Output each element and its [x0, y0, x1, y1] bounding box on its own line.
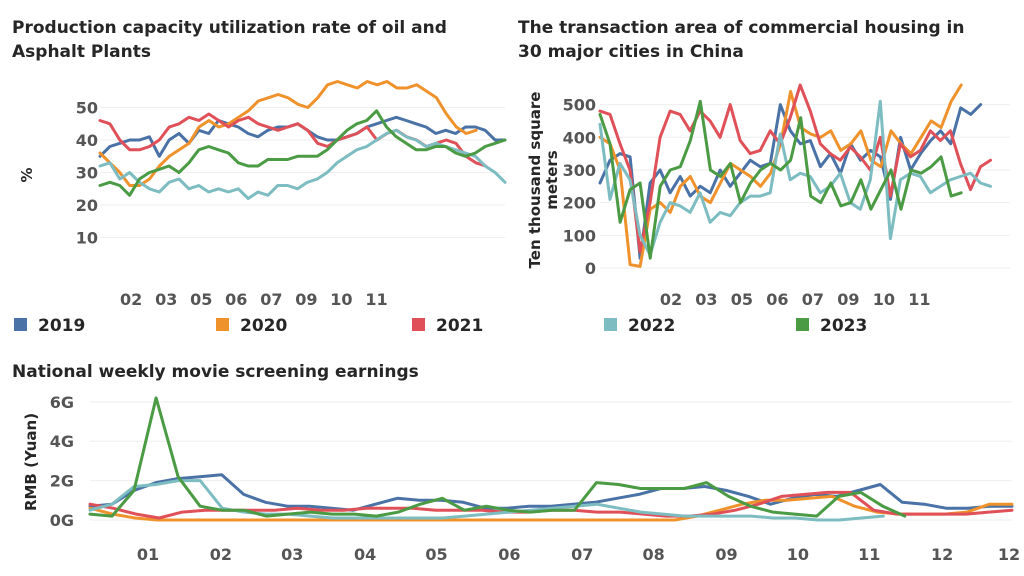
- housing-y-tick-label: 500: [563, 96, 596, 115]
- oil-x-tick-label: 07: [260, 290, 282, 309]
- legend-swatch-2020: [216, 318, 229, 331]
- oil-y-tick-label: 50: [76, 99, 98, 118]
- movie-series-line-2020: [88, 494, 1014, 522]
- movie-series-line-2019: [88, 473, 1014, 512]
- legend-label-2022: 2022: [628, 316, 675, 336]
- oil-series-line-2020: [98, 80, 478, 187]
- oil-x-tick-label: 06: [225, 290, 247, 309]
- housing-y-tick-label: 300: [563, 161, 596, 180]
- movie-series-line-2022: [88, 479, 885, 522]
- movie-y-tick-label: 2G: [50, 472, 74, 491]
- oil-x-tick-label: 11: [365, 290, 387, 309]
- oil-y-tick-label: 20: [76, 196, 98, 215]
- housing-x-tick-label: 06: [766, 290, 788, 309]
- housing-series-line-2021: [598, 83, 992, 254]
- oil-x-tick-label: 03: [155, 290, 177, 309]
- legend-swatch-2022: [604, 318, 617, 331]
- oil-y-tick-label: 10: [76, 229, 98, 248]
- oil-x-tick-label: 05: [190, 290, 212, 309]
- oil-y-tick-label: 40: [76, 131, 98, 150]
- housing-chart-title: The transaction area of commercial housi…: [518, 18, 965, 38]
- housing-x-tick-label: 03: [695, 290, 717, 309]
- oil-x-tick-label: 09: [295, 290, 317, 309]
- housing-y-tick-label: 0: [585, 259, 596, 278]
- movie-x-tick-label: 10: [787, 545, 809, 564]
- housing-x-tick-label: 07: [802, 290, 824, 309]
- oil-x-tick-label: 10: [330, 290, 352, 309]
- oil-chart-title: Production capacity utilization rate of …: [12, 18, 447, 38]
- movie-x-tick-label: 03: [281, 545, 303, 564]
- housing-x-tick-label: 10: [873, 290, 895, 309]
- housing-series-line-2022: [598, 99, 992, 257]
- movie-x-tick-label: 05: [425, 545, 447, 564]
- oil-chart: Production capacity utilization rate of …: [12, 18, 507, 309]
- oil-y-axis-label: %: [18, 167, 36, 182]
- housing-y-tick-label: 200: [563, 194, 596, 213]
- movie-x-tick-label: 02: [210, 545, 232, 564]
- movie-x-tick-label: 12: [998, 545, 1020, 564]
- movie-y-tick-label: 0G: [50, 511, 74, 530]
- legend-label-2023: 2023: [820, 316, 867, 336]
- movie-x-tick-label: 06: [498, 545, 520, 564]
- housing-x-tick-label: 11: [908, 290, 930, 309]
- oil-series-line-2023: [98, 109, 507, 197]
- housing-chart-title: 30 major cities in China: [518, 42, 744, 62]
- legend: 2019 2020 2021 2022 2023: [14, 316, 867, 336]
- movie-y-tick-label: 6G: [50, 393, 74, 412]
- movie-x-tick-label: 08: [642, 545, 664, 564]
- movie-x-tick-label: 12: [931, 545, 953, 564]
- oil-x-tick-label: 02: [120, 290, 142, 309]
- movie-x-tick-label: 07: [571, 545, 593, 564]
- movie-x-tick-label: 01: [137, 545, 159, 564]
- legend-label-2021: 2021: [436, 316, 483, 336]
- movie-series-line-2023: [88, 396, 907, 518]
- movie-y-axis-label: RMB (Yuan): [22, 413, 40, 511]
- housing-series-line-2019: [598, 103, 983, 260]
- movie-chart-title: National weekly movie screening earnings: [12, 362, 419, 382]
- movie-y-tick-label: 4G: [50, 432, 74, 451]
- housing-chart: The transaction area of commercial housi…: [518, 18, 1010, 309]
- movie-chart: National weekly movie screening earnings…: [12, 362, 1020, 564]
- housing-y-axis-label: Ten thousand squaremeters: [526, 92, 561, 269]
- legend-label-2019: 2019: [38, 316, 85, 336]
- movie-x-tick-label: 09: [715, 545, 737, 564]
- movie-x-tick-label: 04: [354, 545, 376, 564]
- oil-series-line-2022: [98, 128, 507, 200]
- housing-x-tick-label: 09: [837, 290, 859, 309]
- legend-swatch-2021: [412, 318, 425, 331]
- legend-swatch-2023: [796, 318, 809, 331]
- housing-y-tick-label: 100: [563, 226, 596, 245]
- housing-x-tick-label: 05: [731, 290, 753, 309]
- housing-y-tick-label: 400: [563, 128, 596, 147]
- housing-x-tick-label: 02: [660, 290, 682, 309]
- housing-series-line-2023: [598, 99, 963, 260]
- legend-swatch-2019: [14, 318, 27, 331]
- oil-chart-title: Asphalt Plants: [12, 42, 151, 62]
- oil-y-tick-label: 30: [76, 164, 98, 183]
- legend-label-2020: 2020: [240, 316, 287, 336]
- movie-x-tick-label: 11: [858, 545, 880, 564]
